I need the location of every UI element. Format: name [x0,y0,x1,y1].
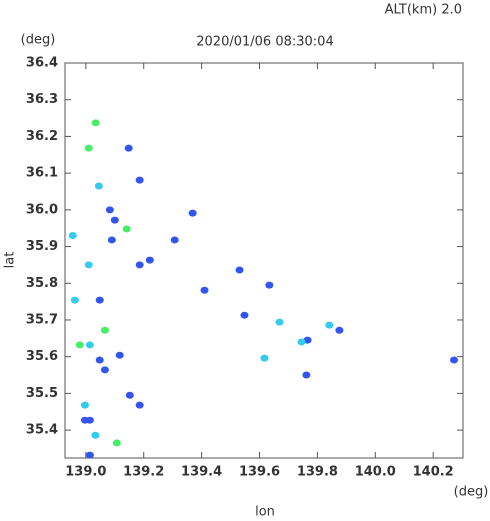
echo-point [84,261,93,269]
echo-point [85,341,94,349]
echo-point [80,401,89,409]
y-tick-label: 35.6 [26,349,58,364]
echo-point [91,431,100,439]
chart-title: 2020/01/06 08:30:04 [196,35,333,50]
echo-point [302,371,311,379]
echo-point [200,286,209,294]
echo-point [335,326,344,334]
y-tick-label: 36.4 [26,56,58,71]
y-axis-label: lat [3,252,18,269]
echo-point [325,321,334,329]
y-tick-label: 36.1 [26,166,58,181]
x-tick-label: 140.0 [355,465,396,480]
echo-point [115,351,124,359]
echo-point [100,326,109,334]
echo-point [84,144,93,152]
y-tick-label: 36.3 [26,92,58,107]
echo-point [240,311,249,319]
altitude-label: ALT(km) 2.0 [385,3,462,18]
echo-point [85,416,94,424]
echo-point [135,176,144,184]
x-axis-label: lon [255,505,275,520]
echo-point [100,366,109,374]
echo-point [68,232,77,240]
echo-point [95,296,104,304]
echo-point [95,356,104,364]
echo-point [94,182,103,190]
echo-point [265,281,274,289]
y-unit: (deg) [21,33,56,48]
echo-point [124,144,133,152]
echo-point [107,236,116,244]
echo-point [235,266,244,274]
x-tick-label: 139.8 [297,465,338,480]
x-tick-label: 140.2 [413,465,454,480]
echo-point [450,356,459,364]
echo-point [70,296,79,304]
echo-point [303,336,312,344]
echo-point [260,354,269,362]
echo-point [135,261,144,269]
echo-point [188,209,197,217]
echo-point [297,338,306,346]
echo-point [110,216,119,224]
x-tick-label: 139.4 [181,465,222,480]
echo-point [85,451,94,459]
y-tick-label: 35.9 [26,239,58,254]
echo-point [122,225,131,233]
echo-point [275,318,284,326]
x-tick-label: 139.0 [65,465,106,480]
echo-point [112,439,121,447]
echo-point [91,119,100,127]
plot-frame [64,62,464,459]
echo-point [75,341,84,349]
x-tick-label: 139.6 [239,465,280,480]
y-tick-label: 36.0 [26,202,58,217]
echo-point [125,391,134,399]
x-tick-label: 139.2 [123,465,164,480]
y-tick-label: 35.7 [26,312,58,327]
y-tick-label: 35.5 [26,386,58,401]
y-tick-label: 36.2 [26,129,58,144]
y-tick-label: 35.4 [26,423,58,438]
echo-point [170,236,179,244]
x-unit: (deg) [454,485,489,500]
echo-point [145,256,154,264]
y-tick-label: 35.8 [26,276,58,291]
echo-point [135,401,144,409]
echo-point [105,206,114,214]
